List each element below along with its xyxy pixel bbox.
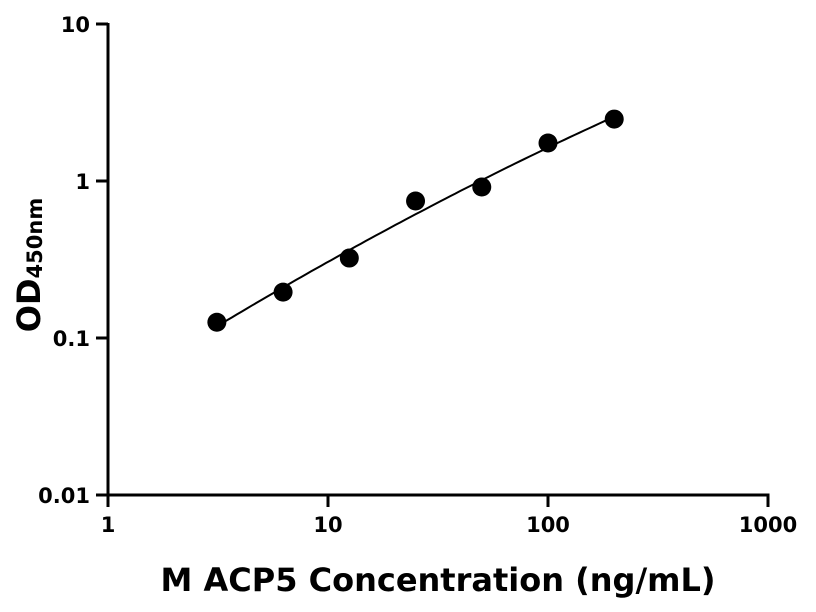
- data-points: [207, 109, 624, 332]
- y-tick-label: 0.1: [53, 327, 90, 351]
- y-tick-label: 10: [61, 13, 90, 37]
- data-point: [339, 248, 359, 268]
- data-point: [207, 312, 227, 332]
- y-axis-label-main: OD: [10, 278, 48, 332]
- data-point: [538, 133, 558, 153]
- y-tick-label: 1: [75, 170, 90, 194]
- data-point: [273, 282, 293, 302]
- x-tick-label: 10: [313, 513, 342, 537]
- data-point: [472, 177, 492, 197]
- y-axis-label-subscript: 450nm: [23, 198, 47, 279]
- axes: 1 10 100 1000 0.01 0.1 1 10: [38, 13, 797, 537]
- y-tick-label: 0.01: [38, 484, 90, 508]
- data-point: [604, 109, 624, 129]
- x-axis-label: M ACP5 Concentration (ng/mL): [161, 561, 716, 599]
- x-tick-label: 100: [526, 513, 570, 537]
- x-tick-label: 1000: [739, 513, 797, 537]
- y-axis-label: OD450nm: [10, 198, 48, 332]
- x-tick-label: 1: [101, 513, 116, 537]
- data-point: [406, 191, 426, 211]
